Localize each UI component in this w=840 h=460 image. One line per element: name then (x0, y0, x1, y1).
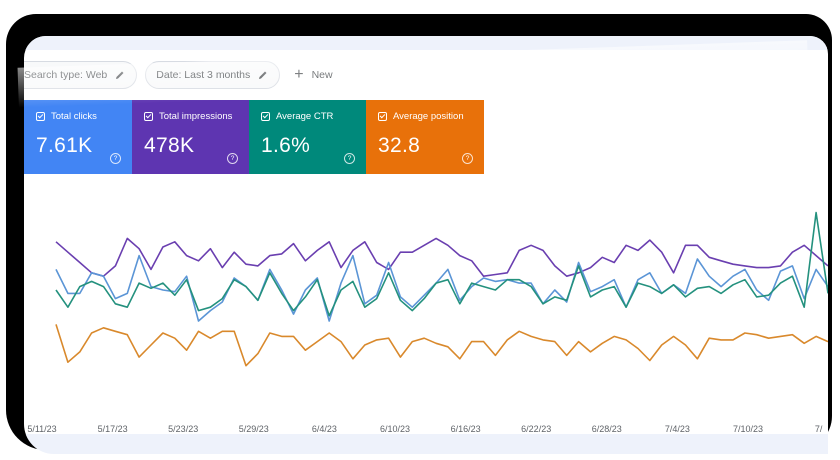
metric-label: Average CTR (276, 111, 334, 122)
new-filter-label: New (311, 69, 333, 81)
checkbox-icon[interactable] (144, 112, 153, 121)
device-frame: Search type: Web Date: Last 3 months + N… (6, 14, 832, 454)
series-line-clicks (55, 254, 828, 322)
performance-chart: 5/11/23 5/17/23 5/23/23 5/29/23 6/4/23 6/10/2… (24, 186, 828, 454)
help-icon[interactable]: ? (227, 153, 238, 164)
x-tick-label: 7/10/23 (733, 424, 763, 434)
x-tick-label: 6/22/23 (521, 424, 551, 434)
checkbox-icon[interactable] (378, 112, 387, 121)
x-tick-label: 6/16/23 (451, 424, 481, 434)
metric-card-total-clicks[interactable]: Total clicks 7.61K ? (24, 100, 132, 174)
x-tick-label: 5/17/23 (98, 424, 128, 434)
search-type-filter-chip[interactable]: Search type: Web (24, 61, 138, 89)
checkbox-icon[interactable] (36, 112, 45, 121)
search-type-filter-label: Search type: Web (24, 69, 108, 81)
metric-card-average-ctr[interactable]: Average CTR 1.6% ? (249, 100, 366, 174)
series-line-impressions (55, 237, 828, 277)
x-tick-label: 7/ (815, 424, 823, 434)
metric-value: 478K (144, 134, 195, 157)
metric-value: 7.61K (36, 134, 93, 157)
x-tick-label: 5/11/23 (27, 424, 56, 434)
bottom-strip (24, 434, 828, 454)
edit-pencil-icon[interactable] (257, 69, 269, 81)
metric-value: 1.6% (261, 134, 311, 157)
metric-card-average-position[interactable]: Average position 32.8 ? (366, 100, 484, 174)
checkbox-icon[interactable] (261, 112, 270, 121)
new-filter-button[interactable]: + New (294, 67, 332, 83)
metric-cards: Total clicks 7.61K ? Total impressions 4… (24, 100, 484, 174)
help-icon[interactable]: ? (462, 153, 473, 164)
date-filter-label: Date: Last 3 months (156, 69, 251, 81)
plus-icon: + (294, 66, 304, 83)
series-line-ctr (55, 211, 828, 317)
edit-pencil-icon[interactable] (114, 69, 126, 81)
metric-value: 32.8 (378, 134, 421, 157)
x-tick-label: 5/29/23 (239, 424, 269, 434)
x-tick-label: 6/28/23 (592, 424, 622, 434)
help-icon[interactable]: ? (110, 153, 121, 164)
metric-label: Total clicks (51, 111, 97, 122)
search-console-screen: Search type: Web Date: Last 3 months + N… (24, 36, 828, 454)
metric-label: Average position (393, 111, 464, 122)
metric-card-total-impressions[interactable]: Total impressions 478K ? (132, 100, 249, 174)
top-bar (24, 36, 828, 50)
metric-label: Total impressions (159, 111, 233, 122)
date-filter-chip[interactable]: Date: Last 3 months (145, 61, 281, 89)
x-tick-label: 6/4/23 (312, 424, 337, 434)
performance-chart-svg: 5/11/23 5/17/23 5/23/23 5/29/23 6/4/23 6/10/2… (27, 211, 828, 434)
x-tick-label: 7/4/23 (665, 424, 690, 434)
filter-toolbar: Search type: Web Date: Last 3 months + N… (24, 60, 333, 90)
x-tick-label: 6/10/23 (380, 424, 410, 434)
x-tick-label: 5/23/23 (168, 424, 198, 434)
help-icon[interactable]: ? (344, 153, 355, 164)
series-line-position (55, 324, 828, 367)
